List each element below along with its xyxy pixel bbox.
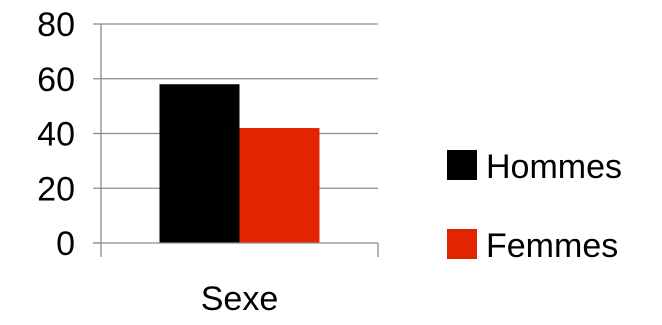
legend: Hommes Femmes [447, 148, 622, 265]
legend-swatch-hommes [447, 150, 477, 180]
y-tick-label: 40 [37, 116, 75, 154]
legend-label-femmes: Femmes [486, 227, 618, 265]
bar-femmes [239, 128, 320, 243]
y-tick-label: 60 [37, 61, 75, 99]
y-tick-label: 80 [37, 6, 75, 44]
y-tick-label: 0 [56, 225, 75, 263]
bar-hommes [159, 84, 240, 243]
x-axis-category-labels: Sexe [201, 280, 279, 318]
bars [159, 84, 320, 243]
legend-label-hommes: Hommes [486, 148, 622, 186]
y-tick-label: 20 [37, 170, 75, 208]
axes [93, 24, 379, 257]
x-category-label: Sexe [201, 280, 279, 318]
y-axis-tick-labels: 0 20 40 60 80 [37, 6, 75, 263]
legend-swatch-femmes [447, 229, 477, 259]
